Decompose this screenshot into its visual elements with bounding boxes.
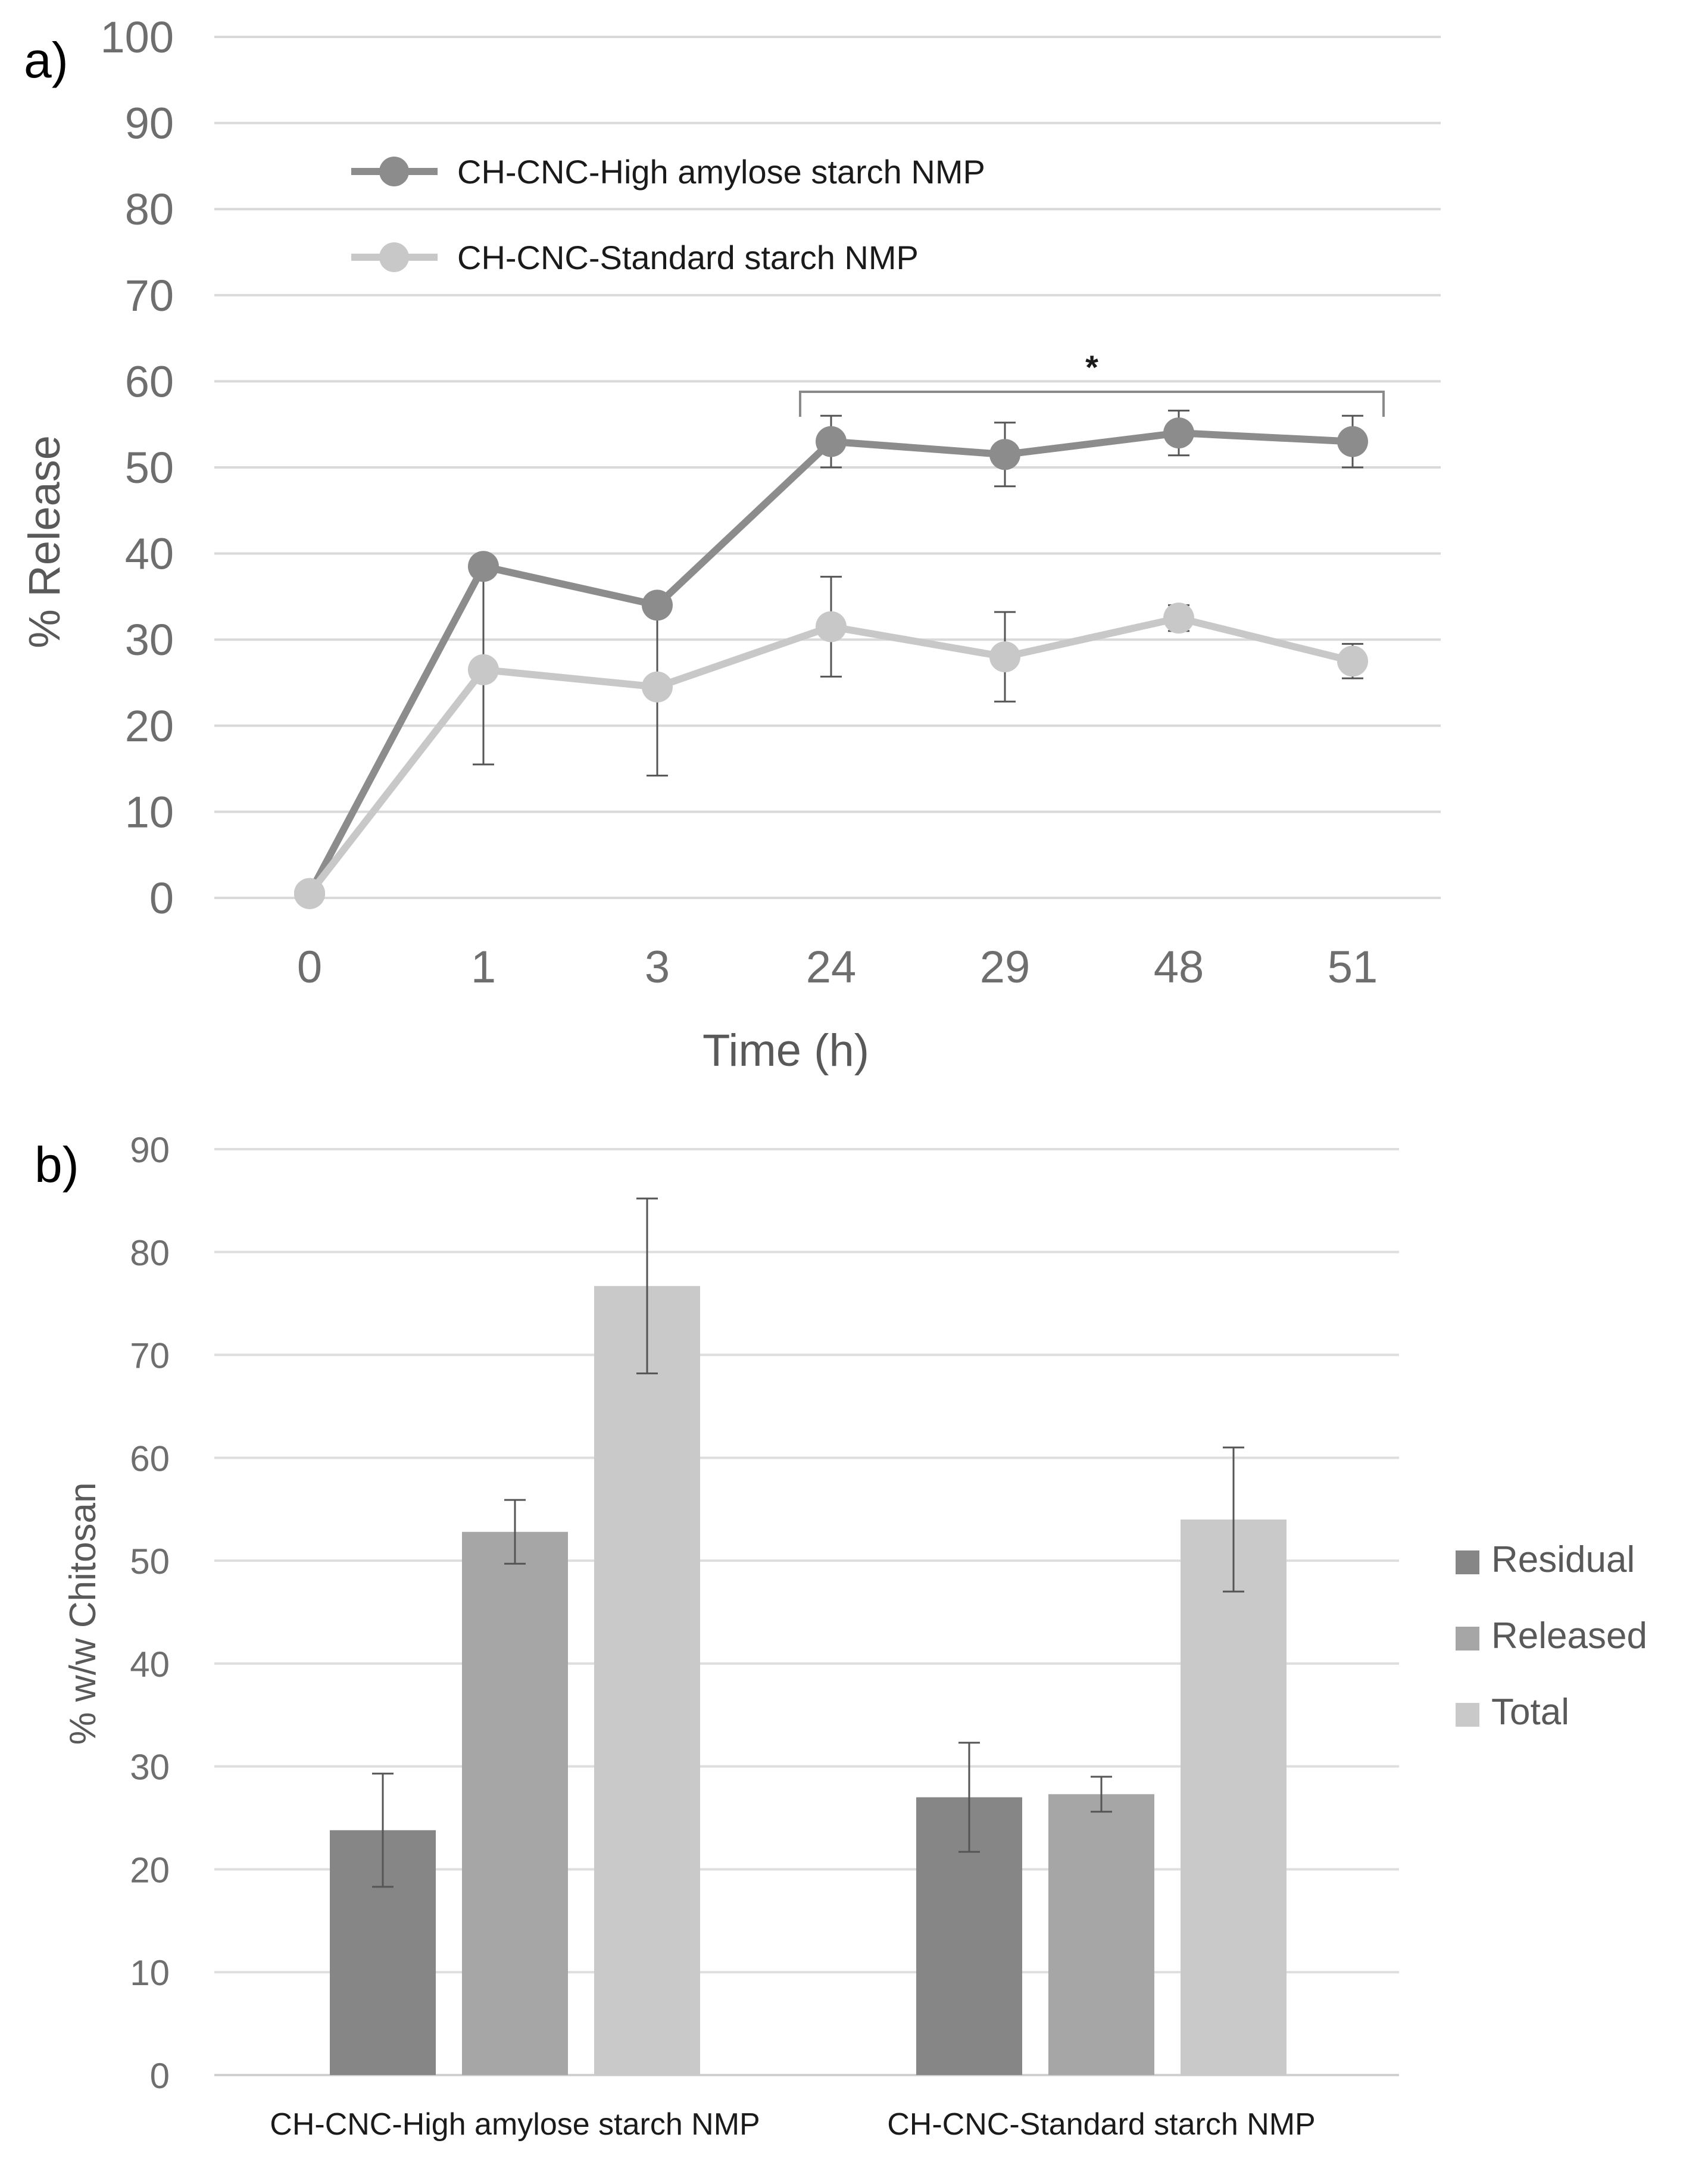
legend-label: CH-CNC-High amylose starch NMP <box>457 153 985 191</box>
significance-marker: * <box>1085 348 1098 386</box>
y-tick-label: 70 <box>125 271 174 320</box>
y-tick-label: 100 <box>101 13 174 62</box>
y-tick-label: 0 <box>149 873 174 923</box>
legend-marker <box>379 242 409 272</box>
legend-label: Released <box>1491 1615 1647 1656</box>
y-tick-label: 60 <box>130 1439 170 1478</box>
y-tick-label: 80 <box>130 1233 170 1273</box>
y-tick-label: 40 <box>125 529 174 579</box>
legend-label: Residual <box>1491 1539 1635 1580</box>
y-tick-label: 70 <box>130 1336 170 1376</box>
x-tick-label: CH-CNC-High amylose starch NMP <box>270 2107 760 2142</box>
data-point <box>1163 417 1194 449</box>
error-bars <box>372 1197 1244 1888</box>
legend-marker <box>379 157 409 186</box>
y-axis-title: % Release <box>20 435 69 648</box>
data-point <box>816 426 847 457</box>
data-point <box>468 654 499 685</box>
x-tick-label: 3 <box>645 942 670 993</box>
data-series <box>294 417 1368 909</box>
x-tick-label: CH-CNC-Standard starch NMP <box>887 2107 1316 2142</box>
data-point <box>642 589 673 621</box>
data-point <box>468 551 499 582</box>
y-tick-label: 50 <box>125 443 174 492</box>
bar-total <box>1181 1520 1287 2075</box>
legend: CH-CNC-High amylose starch NMP CH-CNC-Sta… <box>351 153 985 276</box>
x-tick-label: 48 <box>1154 942 1204 993</box>
y-tick-label: 10 <box>125 787 174 837</box>
panel-b-label: b) <box>35 1137 79 1193</box>
legend-swatch <box>1456 1627 1479 1651</box>
y-tick-label: 0 <box>150 2056 170 2096</box>
y-tick-label: 30 <box>125 615 174 664</box>
y-tick-label: 40 <box>130 1645 170 1684</box>
y-tick-label: 10 <box>130 1953 170 1993</box>
x-tick-labels: 0 1 3 24 29 48 51 <box>297 942 1378 993</box>
legend-label: CH-CNC-Standard starch NMP <box>457 239 919 276</box>
y-tick-label: 60 <box>125 357 174 406</box>
bar-released <box>1048 1794 1154 2075</box>
y-tick-label: 20 <box>130 1850 170 1890</box>
x-tick-label: 51 <box>1328 942 1378 993</box>
y-tick-label: 90 <box>125 99 174 148</box>
y-tick-labels: 0 10 20 30 40 50 60 70 80 90 100 <box>101 13 174 923</box>
release-line-chart: a) 0 10 20 30 40 50 60 70 80 90 100 0 1 3 24 29 48 51 Ti… <box>20 13 1441 1076</box>
bar-released <box>462 1531 568 2075</box>
data-point <box>989 439 1020 470</box>
significance-bracket: * <box>799 348 1385 417</box>
data-point <box>1337 426 1368 457</box>
x-axis-title: Time (h) <box>702 1025 869 1076</box>
legend-label: Total <box>1491 1692 1569 1733</box>
data-point <box>294 878 325 909</box>
data-point <box>989 641 1020 673</box>
x-tick-label: 0 <box>297 942 322 993</box>
x-tick-label: 1 <box>471 942 496 993</box>
chitosan-bar-chart: b) 0 10 20 30 40 50 60 70 80 90 CH-CNC-High amylo… <box>35 1130 1647 2142</box>
data-point <box>1337 645 1368 677</box>
significance-bracket-line <box>799 391 1385 417</box>
y-tick-label: 80 <box>125 185 174 234</box>
legend-swatch <box>1456 1703 1479 1727</box>
panel-a-label: a) <box>24 32 68 88</box>
grid-lines <box>214 36 1441 899</box>
x-tick-labels: CH-CNC-High amylose starch NMP CH-CNC-Sta… <box>270 2107 1315 2142</box>
y-tick-labels: 0 10 20 30 40 50 60 70 80 90 <box>130 1130 170 2096</box>
legend: Residual Released Total <box>1456 1539 1647 1733</box>
y-tick-label: 20 <box>125 701 174 751</box>
bar-total <box>594 1286 700 2075</box>
legend-swatch <box>1456 1550 1479 1574</box>
y-axis-title: % w/w Chitosan <box>63 1482 104 1745</box>
data-point <box>816 611 847 642</box>
y-tick-label: 50 <box>130 1542 170 1581</box>
x-tick-label: 24 <box>806 942 857 993</box>
x-tick-label: 29 <box>980 942 1031 993</box>
y-tick-label: 90 <box>130 1130 170 1170</box>
y-tick-label: 30 <box>130 1748 170 1787</box>
data-point <box>1163 603 1194 634</box>
bars <box>330 1286 1287 2075</box>
data-point <box>642 671 673 703</box>
